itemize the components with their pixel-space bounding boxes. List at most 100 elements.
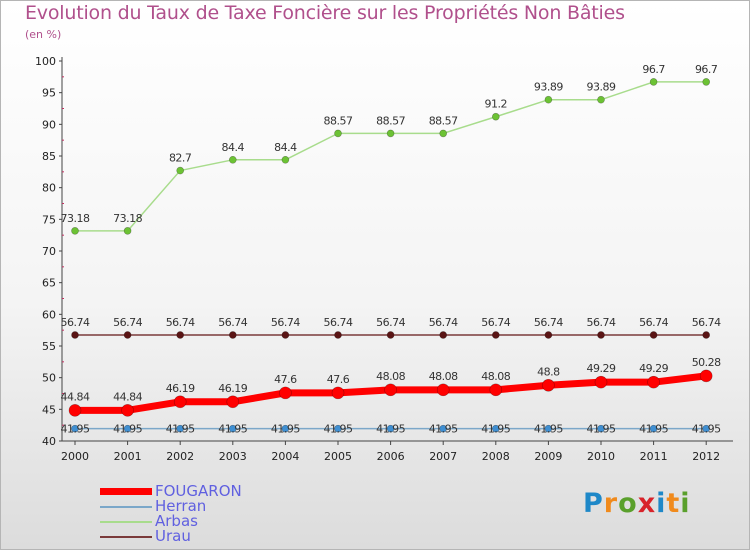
data-label: 56.74: [61, 316, 90, 329]
data-label: 41.95: [271, 423, 300, 436]
data-label: 46.19: [218, 382, 247, 395]
data-point: [173, 395, 187, 409]
data-point: [702, 331, 711, 339]
legend-swatch: [100, 506, 152, 508]
data-label: 48.8: [537, 365, 560, 378]
legend-label: FOUGARON: [155, 482, 242, 500]
data-label: 84.4: [222, 141, 245, 154]
data-label: 49.29: [587, 362, 616, 375]
y-tick-label: 90: [42, 118, 56, 131]
logo-letter: o: [618, 488, 638, 519]
y-tick-label: 45: [42, 403, 56, 416]
data-label: 56.74: [166, 316, 195, 329]
data-label: 56.74: [113, 316, 142, 329]
data-label: 56.74: [324, 316, 353, 329]
data-point: [68, 404, 82, 417]
data-point: [386, 129, 395, 138]
logo-letter: i: [656, 488, 667, 519]
y-tick-label: 65: [42, 277, 56, 290]
data-label: 56.74: [429, 316, 458, 329]
data-label: 41.95: [639, 423, 668, 436]
legend-label: Herran: [155, 497, 207, 515]
chart-subtitle: (en %): [25, 28, 62, 41]
x-tick-label: 2004: [271, 450, 299, 463]
data-point: [71, 227, 79, 235]
data-label: 93.89: [587, 81, 616, 94]
data-point: [649, 78, 658, 86]
x-tick-label: 2005: [324, 450, 352, 463]
y-tick-label: 40: [42, 435, 56, 448]
legend-label: Arbas: [155, 512, 198, 530]
data-point: [699, 369, 713, 383]
data-label: 88.57: [324, 114, 353, 127]
data-label: 49.29: [639, 362, 668, 375]
data-point: [71, 424, 79, 433]
data-label: 41.95: [534, 423, 563, 436]
data-label: 44.84: [61, 390, 90, 403]
data-point: [176, 331, 184, 339]
legend-swatch: [100, 488, 152, 495]
data-label: 91.2: [485, 98, 508, 111]
data-point: [121, 404, 134, 417]
x-tick-label: 2009: [534, 450, 562, 463]
data-point: [386, 331, 395, 339]
y-tick-label: 85: [42, 150, 56, 163]
legend-swatch: [100, 536, 152, 538]
x-tick-label: 2002: [166, 450, 194, 463]
logo-letter: t: [666, 488, 681, 519]
y-tick-label: 75: [42, 213, 56, 226]
data-point: [544, 424, 553, 433]
data-point: [123, 227, 132, 235]
logo-letter: r: [603, 488, 619, 519]
data-label: 41.95: [376, 423, 405, 436]
data-label: 56.74: [534, 316, 563, 329]
y-tick-label: 80: [42, 182, 56, 195]
data-label: 56.74: [271, 316, 300, 329]
data-point: [491, 331, 500, 339]
data-point: [281, 156, 290, 164]
data-point: [489, 383, 503, 397]
y-tick-label: 100: [35, 55, 56, 68]
data-point: [436, 383, 450, 397]
data-point: [331, 386, 345, 400]
data-label: 88.57: [376, 114, 405, 127]
data-point: [334, 129, 342, 138]
data-label: 41.95: [61, 423, 90, 436]
data-point: [439, 331, 448, 339]
data-label: 73.18: [61, 212, 90, 225]
data-label: 56.74: [481, 316, 510, 329]
x-tick-label: 2003: [219, 450, 247, 463]
data-point: [649, 331, 658, 339]
data-point: [384, 383, 397, 397]
data-label: 41.95: [218, 423, 247, 436]
data-point: [334, 331, 342, 339]
data-point: [544, 331, 553, 339]
y-tick-label: 95: [42, 87, 56, 100]
data-point: [594, 375, 608, 389]
chart-title: Evolution du Taux de Taxe Foncière sur l…: [25, 2, 625, 24]
data-label: 88.57: [429, 114, 458, 127]
legend-swatch: [100, 521, 152, 523]
data-point: [491, 424, 500, 433]
data-label: 56.74: [639, 316, 668, 329]
data-point: [176, 424, 184, 433]
data-label: 93.89: [534, 81, 563, 94]
data-label: 41.95: [429, 423, 458, 436]
logo-letter: x: [637, 488, 657, 519]
data-point: [649, 424, 658, 433]
data-point: [334, 424, 342, 433]
data-point: [229, 424, 237, 433]
data-point: [597, 95, 605, 104]
data-point: [71, 331, 79, 339]
x-tick-label: 2001: [114, 450, 142, 463]
data-point: [702, 424, 711, 433]
data-label: 48.08: [429, 370, 458, 383]
data-label: 84.4: [274, 141, 297, 154]
data-point: [123, 331, 132, 339]
data-label: 82.7: [169, 152, 192, 165]
data-point: [176, 166, 184, 175]
data-label: 44.84: [113, 390, 142, 403]
data-point: [281, 424, 290, 433]
proxiti-logo: Proxiti: [583, 488, 691, 519]
